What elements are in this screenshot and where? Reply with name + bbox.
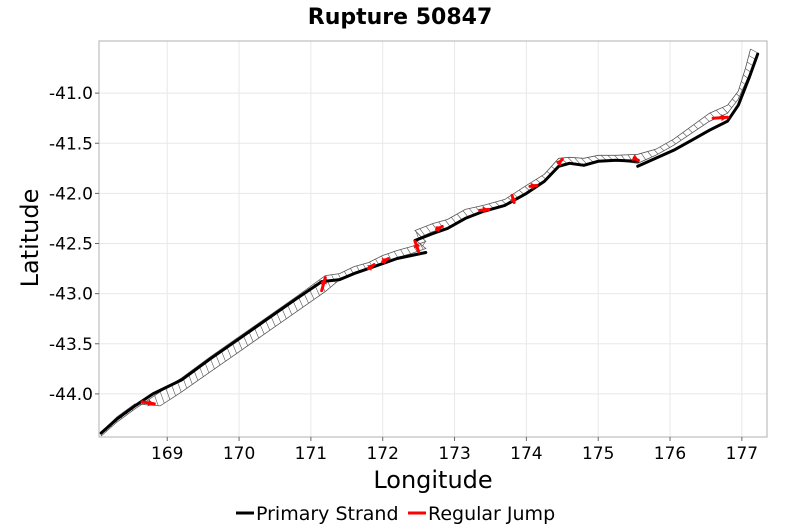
plot-area (98, 40, 768, 438)
x-tick-label: 176 (654, 444, 686, 464)
legend-label-regular-jump: Regular Jump (428, 503, 555, 525)
primary-strand-segment-2 (636, 52, 760, 168)
y-axis-label: Latitude (16, 189, 44, 288)
surface-lower-edge (100, 52, 759, 433)
surface-hatch (750, 48, 758, 54)
surface-hatch (567, 157, 574, 164)
y-tick-label: -43.0 (49, 285, 93, 305)
surface-hatch (425, 226, 431, 233)
surface-hatch (574, 157, 581, 164)
regular-jump-series (140, 114, 729, 407)
surface-hatch (587, 157, 594, 163)
surface-hatch (171, 384, 176, 396)
surface-hatch (688, 128, 693, 133)
surface-hatch (693, 124, 699, 130)
surface-hatch (444, 219, 451, 227)
x-tick-label: 171 (295, 444, 327, 464)
surface-hatch (419, 243, 424, 250)
x-tick-label: 177 (726, 444, 758, 464)
regular-jump-arrowhead-7 (510, 195, 518, 203)
y-tick-label: -43.5 (49, 335, 93, 355)
surface-hatch (518, 189, 524, 195)
x-axis: 169 170 171 172 173 174 175 176 177 (151, 437, 758, 464)
surface-hatch (732, 98, 737, 103)
surface-hatch (659, 146, 665, 151)
surface-hatch (745, 68, 751, 73)
surface-hatch (154, 395, 159, 406)
primary-strand-segment-0 (99, 251, 428, 435)
regular-jump-arrowhead-9 (555, 159, 563, 167)
surface-hatch (422, 241, 426, 246)
regular-jump-arrowhead-2 (367, 264, 375, 271)
y-tick-label: -42.5 (49, 235, 93, 255)
x-tick-label: 175 (582, 444, 614, 464)
surface-hatch (469, 208, 475, 215)
surface-hatch (704, 116, 710, 122)
surface-hatch (748, 55, 756, 60)
regular-jump-arrowhead-4 (413, 241, 421, 249)
chart-title: Rupture 50847 (308, 5, 493, 30)
surface-hatch (387, 253, 392, 261)
primary-strand-series (99, 52, 760, 435)
x-tick-label: 170 (223, 444, 255, 464)
grid (99, 41, 767, 437)
y-tick-label: -41.0 (49, 84, 93, 104)
surface-hatch (647, 151, 653, 158)
y-tick-label: -41.5 (49, 134, 93, 154)
surface-hatch (665, 143, 671, 148)
regular-jump-arrowhead-5 (435, 226, 443, 233)
surface-upper-edge (100, 48, 751, 437)
regular-jump-arrowhead-1 (320, 277, 327, 285)
surface-hatch (677, 136, 682, 141)
surface-hatch (419, 228, 425, 236)
x-axis-label: Longitude (373, 466, 492, 494)
x-tick-label: 172 (366, 444, 398, 464)
legend: Primary Strand Regular Jump (236, 503, 555, 525)
legend-label-primary-strand: Primary Strand (256, 503, 399, 525)
surface-hatch (594, 155, 600, 161)
regular-jump-arrowhead-10 (631, 154, 639, 161)
surface-hatch (451, 217, 456, 223)
surface-hatch (746, 61, 753, 66)
surface-hatch (159, 391, 165, 404)
surface-hatch (736, 93, 740, 97)
surface-hatch (727, 104, 732, 108)
surface-hatch (739, 87, 743, 91)
surface-hatch (698, 120, 704, 126)
surface-hatch (524, 186, 530, 191)
y-axis: -41.0 -41.5 -42.0 -42.5 -43.0 -43.5 -44.0 (49, 84, 99, 405)
surface-hatch (743, 74, 748, 79)
surface-hatch (653, 149, 659, 155)
y-tick-label: -42.0 (49, 184, 93, 204)
regular-jump-arrowhead-11 (721, 114, 728, 121)
surface-hatch (456, 213, 462, 220)
surface-hatch (580, 157, 587, 164)
surface-hatch (640, 153, 647, 160)
surface-hatch (671, 139, 676, 145)
surface-hatch (165, 387, 171, 400)
x-tick-label: 169 (151, 444, 183, 464)
surface-hatch (413, 245, 418, 252)
regular-jump-arrowhead-6 (482, 206, 490, 214)
regular-jump-arrowhead-0 (147, 399, 155, 407)
surface-hatch (682, 132, 688, 137)
rupture-surface (100, 48, 759, 437)
surface-hatch (400, 249, 405, 256)
surface-hatch (415, 231, 419, 239)
regular-jump-arrowhead-3 (381, 258, 389, 265)
surface-hatch (722, 107, 728, 114)
surface-hatch (715, 109, 722, 117)
surface-hatch (462, 210, 468, 217)
primary-strand-segment-1 (413, 158, 640, 242)
x-tick-label: 173 (438, 444, 470, 464)
regular-jump-arrowhead-8 (530, 182, 538, 190)
surface-hatch (741, 81, 746, 85)
surface-hatch (393, 251, 398, 258)
x-tick-label: 174 (510, 444, 542, 464)
y-tick-label: -44.0 (49, 385, 93, 405)
surface-hatch (406, 247, 411, 254)
